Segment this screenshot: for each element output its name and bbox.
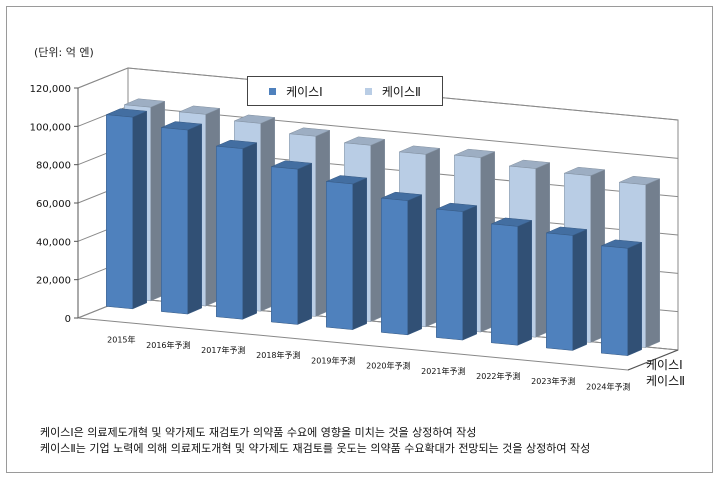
x-tick-label: 2018年予測 <box>256 350 300 360</box>
legend-swatch-series-2 <box>364 87 372 95</box>
bar-1-2020年予測 <box>381 191 422 336</box>
bar-1-2015年 <box>106 108 147 310</box>
bar-1-2018年予測 <box>271 160 312 325</box>
bar-1-2022年予測 <box>491 217 532 346</box>
bar-1-2023年予測 <box>546 226 587 351</box>
x-tick-label: 2017年予測 <box>201 345 245 355</box>
bar-1-2016年予測 <box>161 121 202 315</box>
legend-label-series-1: 케이스Ⅰ <box>286 84 323 99</box>
y-tick-label: 40,000 <box>36 237 71 248</box>
legend-item-series-1: 케이스Ⅰ <box>269 83 323 100</box>
x-tick-label: 2022年予測 <box>476 371 520 381</box>
bar-1-2024年予測 <box>601 239 642 357</box>
y-tick-label: 80,000 <box>36 161 71 172</box>
x-tick-label: 2016年予測 <box>146 340 190 350</box>
x-tick-label: 2019年予測 <box>311 355 355 365</box>
footnote-1: 케이스Ⅰ은 의료제도개혁 및 약가제도 재검토가 의약품 수요에 영향을 미치는… <box>40 426 477 439</box>
y-tick-label: 20,000 <box>36 276 71 287</box>
bar-1-2017年予測 <box>216 139 257 320</box>
bar-1-2021年予測 <box>436 202 477 341</box>
x-tick-label: 2023年予測 <box>531 376 575 386</box>
x-tick-label: 2015年 <box>107 335 135 345</box>
unit-label: (단위: 억 엔) <box>34 46 94 59</box>
depth-axis-label-series-2: 케이스Ⅱ <box>646 374 686 388</box>
bar-1-2019年予測 <box>326 175 367 331</box>
x-tick-label: 2020年予測 <box>366 361 410 371</box>
legend-swatch-series-1 <box>269 87 277 95</box>
depth-axis-label-series-1: 케이스Ⅰ <box>646 358 683 372</box>
x-tick-label: 2021年予測 <box>421 366 465 376</box>
legend-label-series-2: 케이스Ⅱ <box>381 84 421 99</box>
y-tick-label: 0 <box>65 314 71 325</box>
y-tick-label: 120,000 <box>30 84 71 95</box>
y-tick-label: 60,000 <box>36 199 71 210</box>
depth-axis <box>627 349 679 371</box>
legend-item-series-2: 케이스Ⅱ <box>364 83 421 100</box>
y-tick-label: 100,000 <box>30 122 71 133</box>
gridline-side <box>77 67 129 89</box>
x-tick-label: 2024年予測 <box>586 381 630 391</box>
footnote-2: 케이스Ⅱ는 기업 노력에 의해 의료제도개혁 및 약가제도 재검토를 웃도는 의… <box>40 442 591 455</box>
chart-legend: 케이스Ⅰ 케이스Ⅱ <box>247 76 443 106</box>
